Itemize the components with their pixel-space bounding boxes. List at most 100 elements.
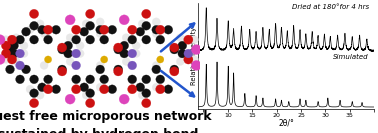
Circle shape [99,85,109,94]
Circle shape [119,15,129,25]
Circle shape [26,26,34,34]
Circle shape [20,50,28,57]
Circle shape [136,27,145,36]
Circle shape [190,36,198,44]
Circle shape [164,85,173,94]
Circle shape [57,67,67,76]
Circle shape [0,35,5,45]
Circle shape [36,91,44,99]
Circle shape [136,83,145,92]
Circle shape [138,91,146,99]
Circle shape [85,9,95,18]
Circle shape [96,30,104,38]
Circle shape [29,9,39,18]
Circle shape [82,91,90,99]
Circle shape [6,65,14,74]
Circle shape [170,67,179,76]
Circle shape [82,20,90,28]
Circle shape [76,42,84,50]
Text: sustained by hydrogen bond: sustained by hydrogen bond [0,128,198,133]
Circle shape [29,75,39,84]
Circle shape [71,85,81,94]
Circle shape [128,49,136,58]
Circle shape [170,65,179,74]
Circle shape [29,21,39,30]
Circle shape [8,35,17,44]
Circle shape [100,35,108,44]
Circle shape [142,75,151,84]
Circle shape [9,49,19,58]
Circle shape [86,89,94,98]
Circle shape [138,20,146,28]
Circle shape [2,41,11,50]
Circle shape [57,43,67,52]
X-axis label: 2θ/°: 2θ/° [279,119,294,128]
Circle shape [29,35,39,44]
Circle shape [40,30,48,38]
Circle shape [72,49,81,58]
Circle shape [184,35,193,44]
Circle shape [114,65,122,74]
Circle shape [38,25,46,34]
Circle shape [119,94,129,104]
Circle shape [22,27,31,36]
Circle shape [8,55,17,64]
Circle shape [58,45,67,54]
Circle shape [178,41,187,50]
Circle shape [85,99,95,108]
Circle shape [12,34,20,42]
Circle shape [2,55,10,63]
Circle shape [156,85,165,94]
Circle shape [29,99,39,108]
Circle shape [142,99,151,108]
Circle shape [184,55,193,64]
Circle shape [142,35,151,44]
Circle shape [128,25,137,34]
Circle shape [108,25,116,34]
Circle shape [64,49,73,58]
Circle shape [178,49,187,58]
Circle shape [128,85,137,94]
Circle shape [100,75,108,84]
Circle shape [128,35,136,44]
Circle shape [142,9,151,18]
Circle shape [176,34,184,42]
Circle shape [43,25,53,34]
Circle shape [101,56,108,63]
Text: Simulated: Simulated [333,54,369,60]
Circle shape [152,30,160,38]
Circle shape [52,25,60,34]
Circle shape [142,21,151,30]
Text: Dried at 180°for 4 hrs: Dried at 180°for 4 hrs [292,4,369,10]
Circle shape [96,25,105,34]
Circle shape [184,49,193,58]
Circle shape [36,20,44,28]
Circle shape [86,75,94,84]
Circle shape [64,41,73,50]
Circle shape [156,56,164,63]
Circle shape [128,61,136,70]
Circle shape [20,42,28,50]
Circle shape [44,35,53,44]
Circle shape [191,45,201,55]
Circle shape [114,43,123,52]
Circle shape [86,35,94,44]
Circle shape [2,36,10,44]
Circle shape [45,56,52,63]
Circle shape [122,34,130,42]
Circle shape [170,43,179,52]
Circle shape [71,25,81,34]
Circle shape [156,25,165,34]
Circle shape [176,57,184,65]
Circle shape [152,18,160,26]
Circle shape [96,83,104,91]
Circle shape [66,57,74,65]
Circle shape [156,75,165,84]
Circle shape [99,25,109,34]
Circle shape [128,75,136,84]
Circle shape [152,83,160,91]
Circle shape [58,65,67,74]
Circle shape [76,50,84,57]
Circle shape [43,85,53,94]
Circle shape [52,85,60,94]
